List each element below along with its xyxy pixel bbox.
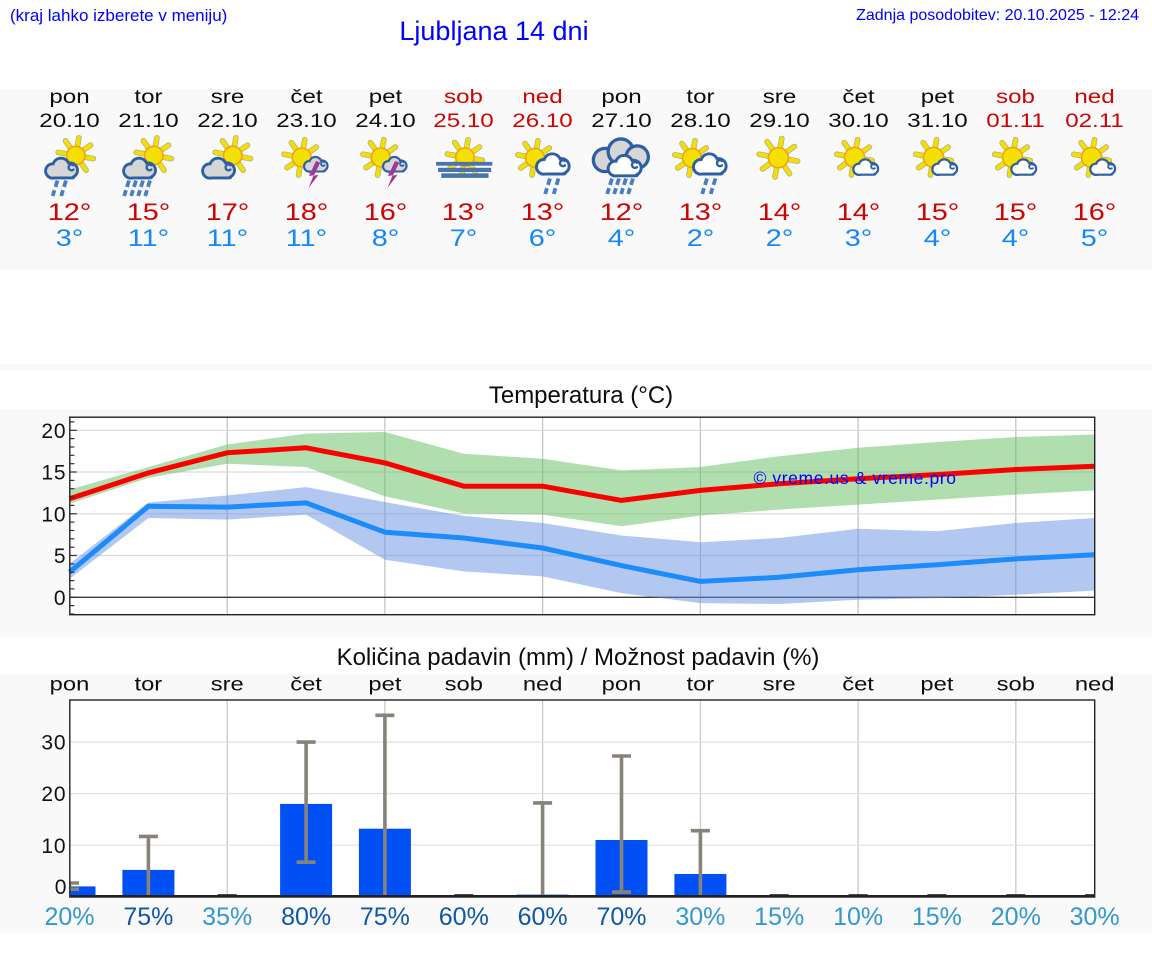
svg-text:15%: 15%	[912, 903, 962, 931]
svg-text:15%: 15%	[754, 903, 804, 931]
svg-text:sre: sre	[211, 674, 244, 695]
svg-text:60%: 60%	[439, 903, 489, 931]
svg-text:tor: tor	[686, 674, 714, 695]
svg-text:10: 10	[41, 835, 66, 858]
svg-text:sob: sob	[997, 674, 1035, 695]
svg-text:15: 15	[41, 462, 66, 485]
svg-text:10: 10	[41, 503, 66, 526]
svg-text:tor: tor	[135, 674, 163, 695]
svg-text:pon: pon	[50, 674, 90, 695]
svg-text:© vreme.us & vreme.pro: © vreme.us & vreme.pro	[753, 468, 956, 488]
svg-text:čet: čet	[290, 674, 322, 695]
svg-text:pet: pet	[368, 674, 401, 695]
svg-text:10%: 10%	[833, 903, 883, 931]
svg-text:pet: pet	[920, 674, 953, 695]
svg-text:ned: ned	[1075, 674, 1115, 695]
svg-text:ned: ned	[523, 674, 563, 695]
svg-text:70%: 70%	[596, 903, 646, 931]
svg-text:sre: sre	[763, 674, 796, 695]
svg-text:5: 5	[54, 545, 66, 568]
svg-text:30%: 30%	[675, 903, 725, 931]
svg-text:0: 0	[55, 876, 67, 899]
svg-text:20%: 20%	[44, 903, 94, 931]
svg-text:60%: 60%	[518, 903, 568, 931]
svg-text:30: 30	[41, 732, 66, 755]
svg-text:sob: sob	[445, 674, 483, 695]
svg-text:pon: pon	[602, 674, 642, 695]
svg-text:75%: 75%	[123, 903, 173, 931]
svg-text:20: 20	[41, 783, 66, 806]
svg-text:20%: 20%	[991, 903, 1041, 931]
svg-text:75%: 75%	[360, 903, 410, 931]
svg-text:čet: čet	[842, 674, 874, 695]
svg-text:35%: 35%	[202, 903, 252, 931]
svg-text:80%: 80%	[281, 903, 331, 931]
svg-text:0: 0	[54, 587, 66, 610]
svg-text:30%: 30%	[1070, 903, 1120, 931]
svg-text:20: 20	[41, 420, 66, 443]
